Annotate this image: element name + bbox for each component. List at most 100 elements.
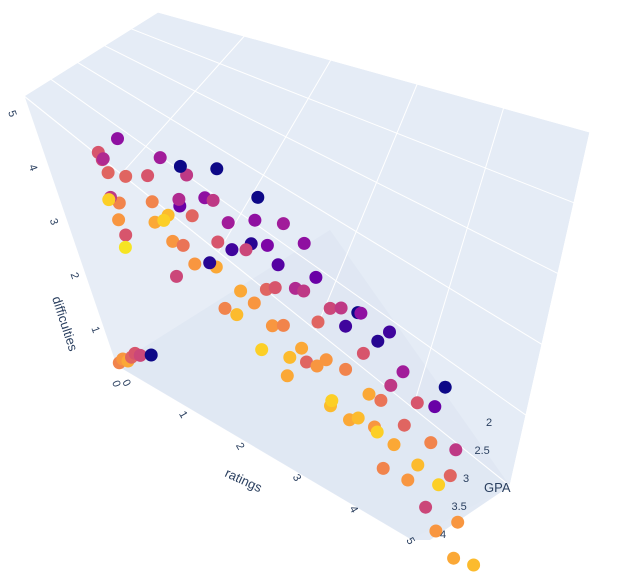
data-point [230, 308, 244, 322]
y-tick-label: 4 [440, 529, 446, 541]
data-point [371, 334, 385, 348]
floor-pane [116, 230, 510, 540]
data-point [170, 269, 183, 283]
data-point [119, 228, 133, 242]
data-point [356, 346, 370, 360]
data-point [153, 151, 167, 165]
data-point [300, 355, 313, 369]
x-tick-label: 2 [233, 441, 246, 452]
z-tick-label: 0 [109, 379, 122, 389]
data-point [374, 393, 388, 407]
data-point [119, 169, 133, 183]
z-axis-title: difficulties [49, 294, 81, 353]
data-point [280, 369, 294, 383]
data-point [211, 235, 225, 249]
data-point [133, 348, 147, 362]
data-point [383, 325, 396, 339]
grid-line [509, 131, 591, 487]
data-point [387, 438, 401, 452]
y-tick-label: 2.5 [475, 445, 490, 457]
z-tick-label: 2 [68, 271, 81, 281]
data-point [247, 296, 261, 310]
data-point [351, 411, 365, 425]
grid-line [131, 28, 575, 204]
data-point [206, 193, 220, 207]
data-point [325, 394, 339, 408]
data-point [297, 236, 311, 250]
data-point [260, 238, 274, 252]
data-point [438, 380, 452, 394]
data-point [283, 350, 297, 364]
x-tick-label: 1 [176, 409, 189, 420]
z-tick-label: 5 [5, 109, 18, 119]
data-point [118, 240, 132, 254]
data-point [188, 257, 202, 271]
data-point [411, 458, 425, 472]
data-point [144, 348, 158, 362]
data-point [432, 478, 446, 492]
data-point [396, 365, 410, 379]
z-tick-label: 4 [26, 163, 39, 173]
data-point [362, 387, 376, 401]
z-tick-label: 3 [47, 217, 60, 227]
data-point [225, 243, 239, 257]
data-point [443, 469, 457, 483]
data-point [276, 217, 290, 231]
data-point [297, 284, 311, 298]
data-point [410, 396, 424, 410]
data-point [145, 195, 159, 209]
data-point [384, 378, 398, 392]
data-point [239, 243, 253, 257]
grid-line [412, 107, 505, 409]
data-point [176, 238, 190, 252]
data-point [419, 500, 433, 514]
data-point [172, 192, 186, 206]
data-point [447, 551, 461, 565]
x-axis-title: ratings [223, 465, 265, 495]
grid-line [120, 35, 245, 175]
data-point [112, 213, 126, 227]
data-point [376, 461, 390, 475]
y-tick-label: 2 [486, 417, 492, 429]
data-points [91, 132, 481, 572]
data-point [311, 315, 325, 329]
data-point [467, 558, 481, 572]
x-tick-label: 4 [347, 504, 360, 515]
data-point [323, 301, 337, 315]
grid-line [77, 61, 543, 345]
data-point [271, 258, 285, 272]
data-point [339, 362, 353, 376]
data-point [218, 301, 232, 315]
z-tick-label: 1 [88, 325, 101, 335]
y-tick-label: 3.5 [452, 501, 467, 513]
grid-line [104, 45, 559, 275]
data-point [234, 284, 248, 298]
data-point [265, 319, 279, 333]
data-point [185, 209, 199, 223]
data-point [401, 473, 415, 487]
y-axis-title: GPA [484, 480, 511, 495]
data-point [96, 152, 110, 166]
grid-line [157, 11, 591, 133]
data-point [141, 169, 155, 183]
tick-labels: 0 1 2 3 4 5 0 1 2 3 4 5 2 2.5 3 3.5 4 [5, 109, 492, 547]
data-point [268, 281, 282, 295]
data-point [101, 166, 115, 180]
data-point [295, 341, 309, 355]
data-point [429, 524, 443, 538]
data-point [166, 234, 180, 248]
data-point [157, 213, 171, 227]
data-point [221, 216, 235, 230]
data-point [173, 159, 187, 173]
data-point [309, 270, 323, 284]
data-point [339, 319, 353, 333]
data-point [334, 301, 348, 315]
grid-line [315, 83, 418, 331]
data-point [451, 515, 465, 529]
data-point [424, 436, 438, 450]
grid-line [23, 11, 159, 97]
x-tick-label: 5 [403, 536, 416, 547]
y-tick-label: 3 [463, 473, 469, 485]
data-point [102, 193, 116, 207]
